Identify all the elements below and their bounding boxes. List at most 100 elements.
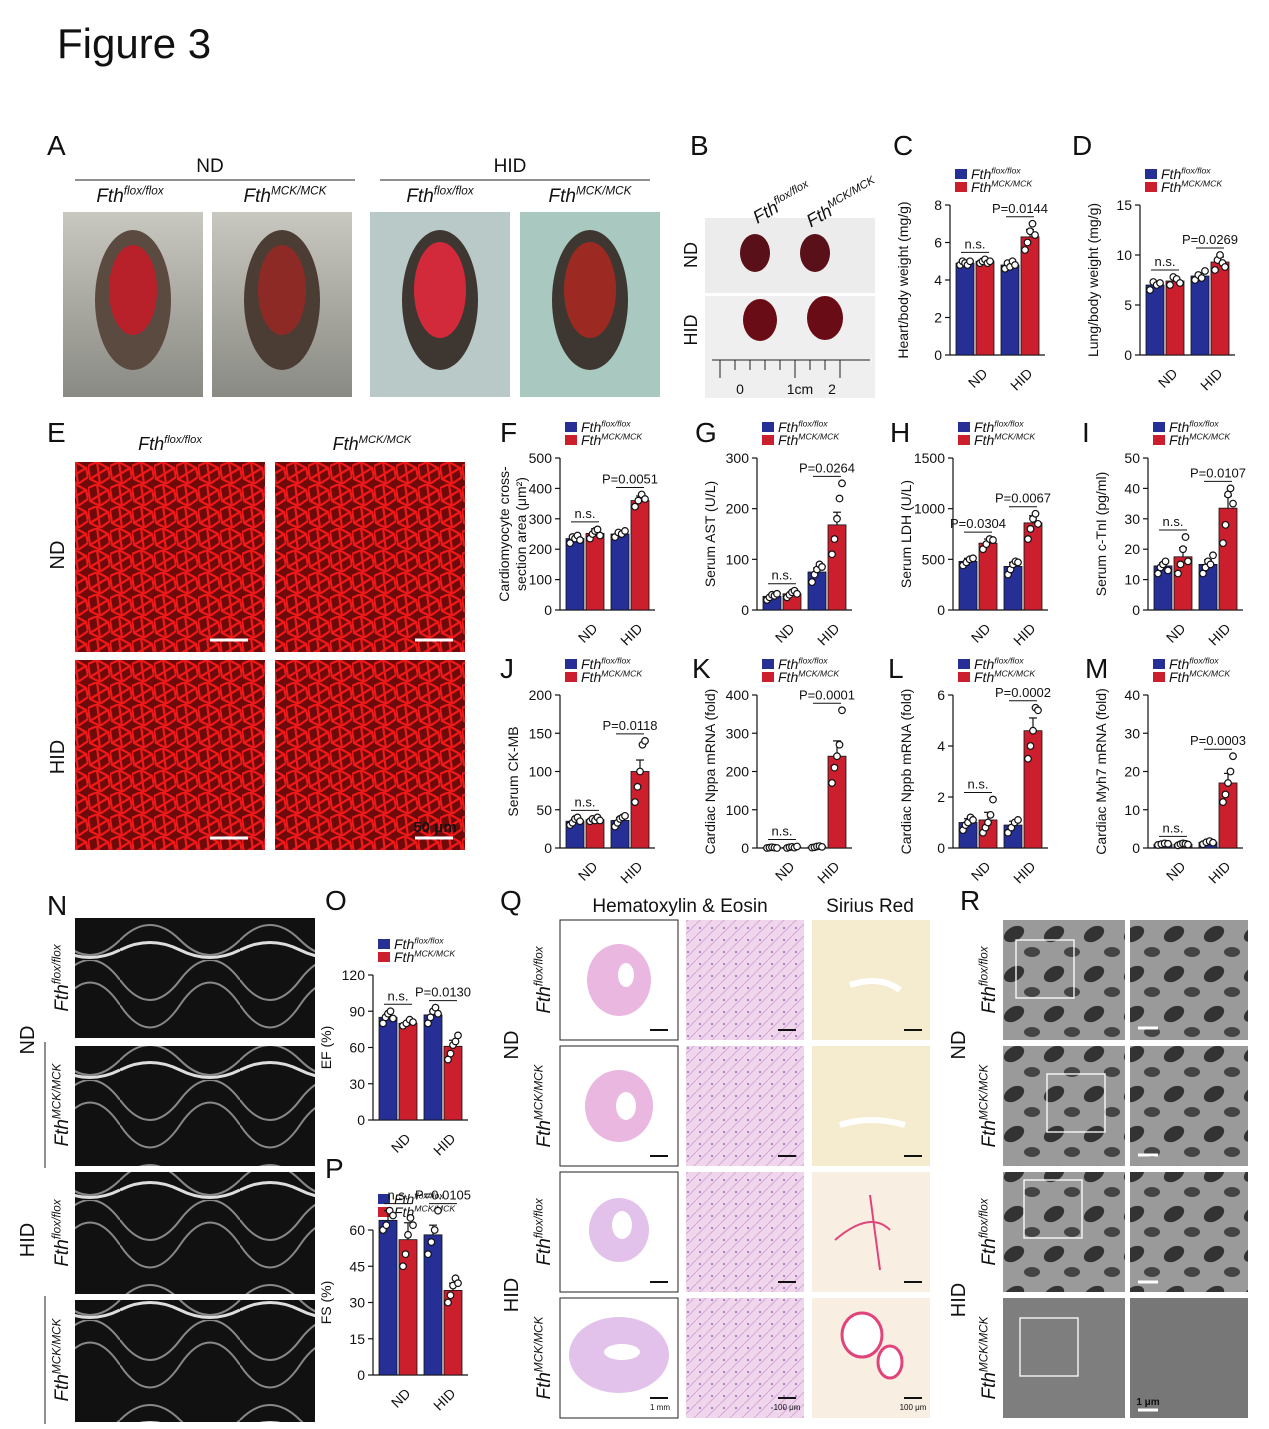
- photos: [44, 179, 1248, 1424]
- genotype-superscript: MCK/MCK: [1189, 668, 1231, 678]
- y-tick-label: 40: [1124, 480, 1140, 496]
- legend-swatch: [1145, 182, 1157, 192]
- panel-letter: C: [893, 130, 913, 161]
- data-point: [1221, 263, 1229, 271]
- y-tick-label: 400: [529, 480, 553, 496]
- legend-swatch: [378, 1194, 390, 1204]
- condition-label: ND: [501, 1031, 523, 1060]
- genotype-base: Fth: [979, 1120, 1000, 1147]
- data-point: [1156, 279, 1164, 287]
- panel-letter: B: [690, 130, 709, 161]
- legend-swatch: [958, 422, 970, 432]
- y-axis-label: Serum c-TnI (pg/ml): [1093, 472, 1109, 596]
- data-point: [1011, 261, 1019, 269]
- genotype-base: Fth: [1169, 419, 1189, 435]
- data-point: [984, 818, 992, 827]
- legend-label: FthMCK/MCK: [974, 431, 1036, 448]
- legend-label: Fthflox/flox: [1161, 165, 1211, 182]
- y-tick-label: 8: [934, 197, 942, 213]
- x-tick-label: HID: [814, 620, 842, 648]
- x-tick-label: ND: [1163, 858, 1189, 884]
- panel-a-photos: [63, 179, 660, 397]
- genotype-base: Fth: [1161, 179, 1181, 195]
- data-point: [1197, 274, 1206, 282]
- stain-header: Hematoxylin & Eosin: [592, 896, 767, 917]
- y-tick-label: 0: [1132, 602, 1140, 618]
- panel-letter: I: [1082, 417, 1090, 448]
- bar: [398, 1022, 418, 1121]
- data-point: [828, 550, 836, 559]
- genotype-base: Fth: [243, 186, 270, 207]
- x-tick-label: ND: [388, 1130, 414, 1156]
- data-point: [1031, 509, 1040, 518]
- y-tick-label: 500: [922, 551, 946, 567]
- significance-label: P=0.0105: [415, 1188, 471, 1203]
- significance-label: P=0.0144: [992, 201, 1048, 216]
- panel-letter: N: [47, 890, 67, 921]
- y-tick-label: 120: [342, 967, 366, 983]
- y-tick-label: 0: [1132, 840, 1140, 856]
- genotype-superscript: flox/flox: [798, 655, 828, 665]
- genotype-base: Fth: [979, 986, 1000, 1013]
- legend-label: FthMCK/MCK: [1169, 668, 1231, 685]
- legend-swatch: [565, 659, 577, 669]
- genotype-base: Fth: [394, 936, 414, 952]
- significance-label: n.s.: [968, 777, 989, 792]
- y-tick-label: 40: [1124, 687, 1140, 703]
- data-point: [835, 740, 844, 749]
- data-point: [401, 1250, 410, 1259]
- legend-label: Fthflox/flox: [394, 935, 444, 952]
- data-point: [1229, 499, 1237, 508]
- data-point: [838, 479, 846, 488]
- genotype-label: FthMCK/MCK: [532, 1315, 555, 1399]
- data-point: [576, 817, 584, 826]
- y-axis-label: Cardiac Myh7 mRNA (fold): [1093, 688, 1109, 855]
- data-point: [1164, 839, 1172, 848]
- panel-letter: L: [888, 653, 904, 684]
- y-tick-label: 1500: [914, 450, 945, 466]
- genotype-superscript: MCK/MCK: [601, 431, 643, 441]
- genotype-superscript: flox/flox: [414, 935, 444, 945]
- y-tick-label: 2: [934, 310, 942, 326]
- y-tick-label: 200: [529, 541, 553, 557]
- genotype-superscript: MCK/MCK: [977, 1063, 990, 1120]
- data-point: [989, 536, 997, 544]
- genotype-superscript: MCK/MCK: [601, 668, 643, 678]
- y-tick-label: 10: [1116, 247, 1132, 263]
- x-tick-label: ND: [575, 620, 601, 646]
- data-point: [1164, 566, 1172, 575]
- y-axis-label: section area (μm²): [513, 477, 529, 591]
- panel-b-photos: [705, 218, 875, 398]
- data-point: [833, 514, 841, 523]
- legend-swatch: [762, 672, 774, 682]
- genotype-base: Fth: [581, 669, 601, 685]
- bar: [565, 538, 585, 611]
- legend-label: FthMCK/MCK: [971, 178, 1033, 195]
- y-tick-label: 100: [529, 572, 553, 588]
- genotype-base: Fth: [778, 669, 798, 685]
- y-tick-label: 15: [1116, 197, 1132, 213]
- ruler-label: 2: [828, 381, 836, 397]
- significance-label: P=0.0003: [1190, 733, 1246, 748]
- genotype-base: Fth: [138, 434, 164, 454]
- x-tick-label: HID: [430, 1385, 458, 1413]
- y-tick-label: 6: [937, 687, 945, 703]
- panel-letter: H: [890, 417, 910, 448]
- data-point: [1176, 279, 1184, 287]
- genotype-base: Fth: [979, 1372, 1000, 1399]
- significance-label: P=0.0264: [799, 460, 855, 475]
- significance-label: P=0.0001: [799, 687, 855, 702]
- data-point: [830, 535, 839, 543]
- data-point: [631, 502, 639, 511]
- legend-swatch: [378, 1207, 390, 1217]
- y-tick-label: 4: [934, 272, 942, 288]
- genotype-superscript: flox/flox: [164, 434, 202, 446]
- y-tick-label: 200: [529, 687, 553, 703]
- genotype-superscript: MCK/MCK: [271, 184, 328, 197]
- bar: [955, 262, 975, 356]
- legend-swatch: [958, 672, 970, 682]
- y-axis-label: Cardiomyocyte cross-: [496, 466, 512, 602]
- y-axis-label: Serum LDH (U/L): [898, 480, 914, 588]
- bar: [378, 1219, 398, 1376]
- bar: [378, 1016, 398, 1121]
